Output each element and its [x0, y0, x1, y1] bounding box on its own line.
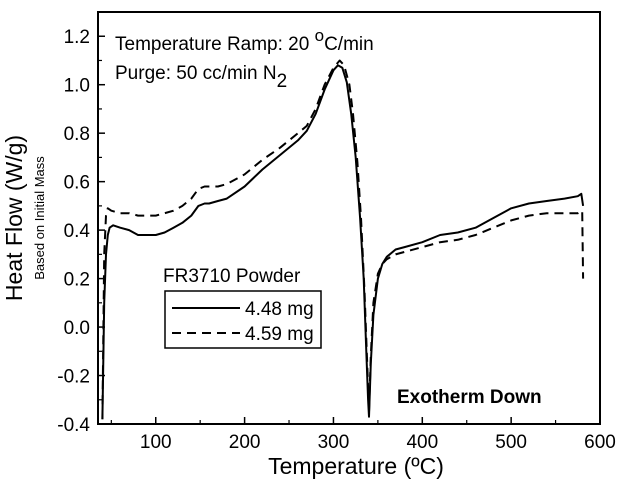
y-tick-label: 1.2 [64, 27, 90, 48]
series-line-2 [101, 59, 585, 420]
x-tick-label: 600 [584, 432, 616, 453]
x-tick-label: 500 [495, 432, 527, 453]
y-tick-label: 0.6 [64, 173, 90, 194]
y-axis-label: Heat Flow (W/g) [1, 135, 27, 301]
y-tick-label: -0.4 [57, 415, 90, 436]
legend-label-1: 4.48 mg [245, 299, 314, 320]
x-tick-label: 400 [406, 432, 438, 453]
y-tick-label: -0.2 [57, 367, 90, 388]
purge-annotation: Purge: 50 cc/min N2 [115, 63, 287, 92]
y-tick-label: 1.0 [64, 76, 90, 97]
y-tick-label: 0.0 [64, 318, 90, 339]
legend-box [164, 290, 322, 349]
y-tick-label: 0.2 [64, 270, 90, 291]
series-line-1 [101, 64, 585, 420]
exotherm-annotation: Exotherm Down [397, 387, 542, 408]
legend-label-2: 4.59 mg [245, 324, 314, 345]
legend-title: FR3710 Powder [163, 266, 301, 287]
ramp-annotation: Temperature Ramp: 20 oC/min [115, 26, 374, 55]
axis-ticks: 100 200 300 400 500 600 -0.4 -0.2 0.0 0.2 0.4 0.6 0.… [57, 11, 616, 453]
x-tick-label: 200 [229, 432, 261, 453]
y-tick-label: 0.4 [64, 221, 91, 242]
y-axis-sublabel: Based on Initial Mass [32, 156, 47, 280]
x-tick-label: 300 [318, 432, 350, 453]
plot-frame [97, 11, 601, 425]
x-tick-label: 100 [140, 432, 172, 453]
x-axis-label: Temperature (ºC) [268, 453, 444, 479]
series-layer [101, 59, 585, 420]
y-tick-label: 0.8 [64, 124, 90, 145]
